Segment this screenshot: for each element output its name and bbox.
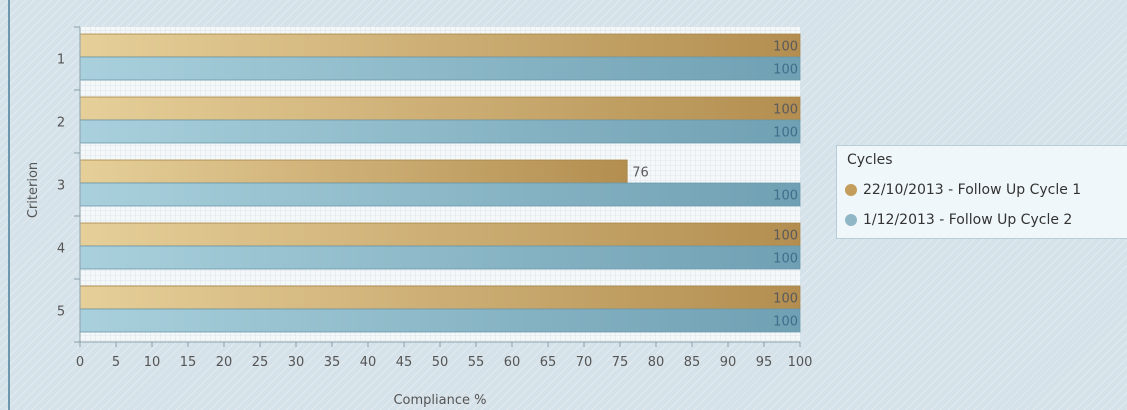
data-label-criterion-5-cycle-2: 100 [773,315,798,330]
x-tick-label-30: 30 [288,355,305,370]
x-tick-label-55: 55 [468,355,485,370]
bar-criterion-2-cycle-2[interactable] [79,119,801,144]
bar-criterion-5-cycle-1[interactable] [79,285,801,310]
legend-swatch-cycle-1 [845,184,857,196]
y-tick-label-1: 1 [57,53,65,68]
data-label-criterion-3-cycle-2: 100 [773,189,798,204]
x-tick-label-50: 50 [432,355,449,370]
y-tick-label-5: 5 [57,305,65,320]
left-border [8,0,10,410]
x-tick-label-15: 15 [180,355,197,370]
legend-item-cycle-1[interactable]: 22/10/2013 - Follow Up Cycle 1 [845,182,1081,198]
x-tick-label-5: 5 [112,355,120,370]
x-tick-label-85: 85 [684,355,701,370]
y-axis-title: Criterion [26,162,41,218]
x-tick-label-0: 0 [76,355,84,370]
x-tick-label-80: 80 [648,355,665,370]
data-label-criterion-1-cycle-1: 100 [773,40,798,55]
bar-criterion-1-cycle-1[interactable] [79,33,801,58]
legend-swatch-cycle-2 [845,214,857,226]
x-tick-label-25: 25 [252,355,269,370]
bar-criterion-4-cycle-1[interactable] [79,222,801,247]
x-axis-title: Compliance % [393,393,486,408]
data-label-criterion-4-cycle-2: 100 [773,252,798,267]
legend: Cycles 22/10/2013 - Follow Up Cycle 1 1/… [836,145,1127,239]
bar-criterion-1-cycle-2[interactable] [79,56,801,81]
y-tick-label-3: 3 [57,179,65,194]
x-tick-label-100: 100 [788,355,813,370]
legend-title: Cycles [847,152,893,168]
bar-criterion-3-cycle-2[interactable] [79,182,801,207]
legend-item-cycle-2[interactable]: 1/12/2013 - Follow Up Cycle 2 [845,212,1072,228]
data-label-criterion-5-cycle-1: 100 [773,292,798,307]
x-tick-label-95: 95 [756,355,773,370]
data-label-criterion-4-cycle-1: 100 [773,229,798,244]
legend-label-cycle-2: 1/12/2013 - Follow Up Cycle 2 [863,212,1073,228]
data-label-criterion-2-cycle-1: 100 [773,103,798,118]
bar-criterion-5-cycle-2[interactable] [79,308,801,333]
bar-criterion-2-cycle-1[interactable] [79,96,801,121]
y-tick-label-2: 2 [57,116,65,131]
x-tick-label-60: 60 [504,355,521,370]
legend-label-cycle-1: 22/10/2013 - Follow Up Cycle 1 [863,182,1082,198]
x-tick-label-35: 35 [324,355,341,370]
bar-criterion-3-cycle-1[interactable] [79,159,628,184]
x-tick-label-65: 65 [540,355,557,370]
data-label-criterion-1-cycle-2: 100 [773,63,798,78]
data-label-criterion-3-cycle-1: 76 [632,166,649,181]
data-label-criterion-2-cycle-2: 100 [773,126,798,141]
x-tick-label-10: 10 [144,355,161,370]
x-tick-label-40: 40 [360,355,377,370]
x-tick-label-70: 70 [576,355,593,370]
bar-criterion-4-cycle-2[interactable] [79,245,801,270]
x-tick-label-90: 90 [720,355,737,370]
x-tick-label-45: 45 [396,355,413,370]
x-tick-label-75: 75 [612,355,629,370]
y-tick-label-4: 4 [57,242,65,257]
x-tick-label-20: 20 [216,355,233,370]
